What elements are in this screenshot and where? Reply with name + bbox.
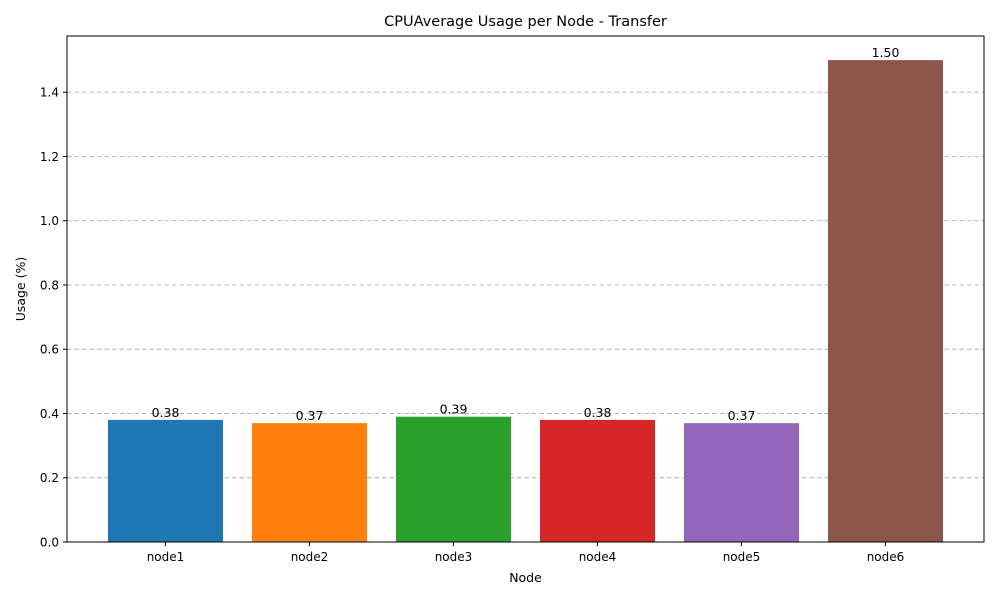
bar-node5 xyxy=(684,423,799,542)
x-axis-label: Node xyxy=(509,570,542,585)
y-axis-label: Usage (%) xyxy=(13,257,28,322)
data-label-node1: 0.38 xyxy=(152,405,180,420)
y-tick-label: 0.0 xyxy=(40,536,59,550)
data-labels: 0.38 0.37 0.39 0.38 0.37 1.50 xyxy=(152,45,900,423)
data-label-node5: 0.37 xyxy=(728,408,756,423)
y-tick-label: 1.0 xyxy=(40,214,59,228)
y-tick-label: 1.4 xyxy=(40,86,59,100)
x-tick-label-node3: node3 xyxy=(435,550,473,564)
y-tick-label: 0.4 xyxy=(40,407,59,421)
bars xyxy=(108,60,943,542)
x-tick-label-node5: node5 xyxy=(723,550,761,564)
y-tick-label: 0.6 xyxy=(40,343,59,357)
data-label-node6: 1.50 xyxy=(872,45,900,60)
y-axis: 0.0 0.2 0.4 0.6 0.8 1.0 1.2 1.4 xyxy=(40,86,67,550)
bar-node1 xyxy=(108,419,223,542)
gridlines xyxy=(67,91,984,479)
x-tick-label-node4: node4 xyxy=(579,550,617,564)
bar-node6 xyxy=(828,60,943,542)
bar-node3 xyxy=(396,416,511,542)
data-label-node3: 0.39 xyxy=(440,402,468,417)
bar-node4 xyxy=(540,419,655,542)
y-tick-label: 1.2 xyxy=(40,150,59,164)
chart-title: CPUAverage Usage per Node - Transfer xyxy=(384,14,667,30)
data-label-node4: 0.38 xyxy=(584,405,612,420)
x-tick-label-node6: node6 xyxy=(867,550,905,564)
y-tick-label: 0.8 xyxy=(40,278,59,292)
plot-frame xyxy=(66,35,985,543)
bar-node2 xyxy=(252,423,367,542)
data-label-node2: 0.37 xyxy=(296,408,324,423)
y-tick-label: 0.2 xyxy=(40,471,59,485)
x-tick-label-node1: node1 xyxy=(147,550,185,564)
x-tick-label-node2: node2 xyxy=(291,550,329,564)
x-axis: node1 node2 node3 node4 node5 node6 xyxy=(147,542,905,564)
